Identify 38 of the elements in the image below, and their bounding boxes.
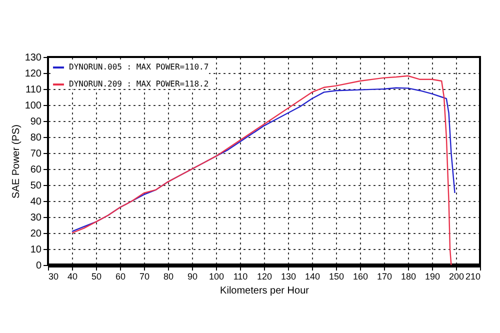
- y-tick-label: 100: [24, 100, 42, 112]
- y-tick-label: 70: [30, 148, 42, 160]
- x-tick-label: 150: [328, 272, 344, 282]
- x-tick-label: 210: [465, 272, 480, 282]
- x-tick-label: 110: [233, 272, 248, 282]
- x-tick-label: 130: [280, 272, 296, 282]
- y-tick-label: 30: [30, 212, 42, 224]
- legend-label: DYNORUN.209 : MAX POWER=118.2: [69, 80, 209, 88]
- y-tick-label: 20: [30, 228, 42, 240]
- line-series: [71, 75, 452, 266]
- x-tick-label: 170: [376, 272, 392, 282]
- y-tick-label: 120: [24, 68, 42, 80]
- y-tick-label: 40: [30, 196, 42, 208]
- y-tick-label: 60: [30, 164, 42, 176]
- x-tick-label: 30: [48, 272, 59, 282]
- x-tick-label: 90: [187, 272, 198, 282]
- x-tick-label: 120: [256, 272, 272, 282]
- x-tick-label: 180: [400, 272, 416, 282]
- y-tick-label: 50: [30, 180, 42, 192]
- x-tick-label: 140: [304, 272, 320, 282]
- x-tick-label: 100: [208, 272, 224, 282]
- x-axis-title: Kilometers per Hour: [220, 286, 310, 296]
- x-tick-label: 190: [424, 272, 440, 282]
- x-tick-label: 50: [91, 272, 102, 282]
- x-tick-label: 70: [139, 272, 150, 282]
- y-tick-label: 10: [30, 244, 42, 256]
- x-tick-label: 160: [352, 272, 368, 282]
- x-tick-label: 200: [448, 272, 464, 282]
- y-axis-title: SAE Power (PS): [10, 124, 22, 198]
- y-tick-label: 0: [36, 260, 42, 272]
- y-tick-label: 80: [30, 132, 42, 144]
- y-tick-label: 90: [30, 116, 42, 128]
- legend-label: DYNORUN.005 : MAX POWER=110.7: [69, 62, 209, 72]
- x-tick-label: 80: [163, 272, 174, 282]
- x-tick-label: 40: [67, 272, 78, 282]
- y-tick-label: 130: [24, 52, 42, 64]
- y-tick-label: 110: [26, 84, 42, 96]
- x-tick-label: 60: [115, 272, 126, 282]
